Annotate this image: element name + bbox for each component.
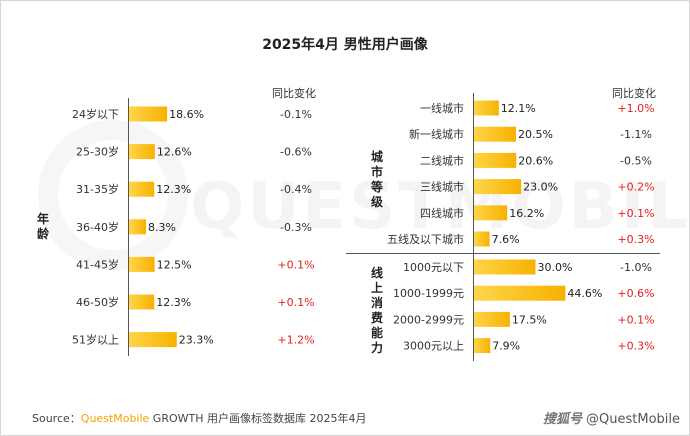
change-label: +0.3% — [617, 233, 654, 246]
change-label: -0.1% — [280, 108, 312, 121]
change-label: +0.6% — [617, 287, 654, 300]
bar — [129, 332, 177, 348]
change-label: +1.2% — [277, 334, 314, 347]
value-label: 18.6% — [169, 108, 204, 121]
change-label: -0.3% — [280, 221, 312, 234]
left-axis-line — [128, 98, 129, 356]
source-note: Source：QuestMobile GROWTH 用户画像标签数据库 2025… — [32, 410, 367, 426]
bar — [474, 100, 499, 116]
value-label: 12.6% — [157, 146, 192, 159]
change-label: +0.1% — [617, 313, 654, 326]
bar — [474, 311, 510, 327]
group-label-age: 年龄 — [36, 212, 49, 241]
value-label: 44.6% — [567, 287, 602, 300]
group-label-spending: 线上消费能力 — [370, 266, 383, 355]
value-label: 12.1% — [501, 102, 536, 115]
value-label: 7.6% — [492, 233, 520, 246]
value-label: 30.0% — [538, 261, 573, 274]
category-label: 25-30岁 — [76, 145, 119, 159]
change-label: -0.5% — [620, 154, 652, 167]
source-brand: QuestMobile — [80, 412, 150, 425]
bar — [474, 259, 536, 275]
value-label: 23.3% — [179, 334, 214, 347]
category-label: 46-50岁 — [76, 295, 119, 309]
footer-handle: @QuestMobile — [586, 412, 680, 427]
bar — [129, 219, 147, 235]
category-label: 1000-1999元 — [393, 287, 464, 300]
chart-title: 2025年4月 男性用户画像 — [262, 37, 428, 53]
category-label: 31-35岁 — [76, 182, 119, 196]
bar — [474, 179, 522, 195]
value-label: 12.5% — [157, 258, 192, 271]
bar — [474, 205, 508, 221]
category-label: 24岁以下 — [72, 107, 119, 121]
category-label: 36-40岁 — [76, 220, 119, 234]
value-label: 7.9% — [492, 340, 520, 353]
bar — [129, 106, 168, 122]
bar — [474, 285, 566, 301]
category-label: 51岁以上 — [72, 333, 119, 347]
right-change-header: 同比变化 — [612, 87, 656, 100]
bar — [129, 256, 155, 272]
category-label: 新一线城市 — [409, 127, 464, 141]
value-label: 23.0% — [523, 181, 558, 194]
value-label: 16.2% — [509, 207, 544, 220]
category-label: 一线城市 — [420, 101, 464, 115]
category-label: 41-45岁 — [76, 257, 119, 271]
change-label: +0.1% — [617, 207, 654, 220]
source-text: GROWTH 用户画像标签数据库 2025年4月 — [149, 412, 367, 425]
right-group-separator — [346, 253, 660, 254]
value-label: 20.6% — [518, 154, 553, 167]
value-label: 12.3% — [156, 296, 191, 309]
change-label: -1.0% — [620, 261, 652, 274]
bar — [474, 338, 491, 354]
bar — [474, 231, 490, 247]
right-axis-line — [473, 93, 474, 361]
change-label: +0.3% — [617, 340, 654, 353]
change-label: +0.1% — [277, 296, 314, 309]
value-label: 20.5% — [518, 128, 553, 141]
category-label: 2000-2999元 — [393, 313, 464, 326]
change-label: +0.1% — [277, 258, 314, 271]
category-label: 五线及以下城市 — [387, 232, 464, 246]
bar — [474, 152, 517, 168]
change-label: -0.4% — [280, 183, 312, 196]
category-label: 3000元以上 — [403, 340, 464, 353]
value-label: 12.3% — [156, 183, 191, 196]
source-prefix: Source： — [32, 412, 81, 425]
footer-platform: 搜狐号 — [543, 412, 583, 427]
bar — [129, 294, 155, 310]
bar — [129, 181, 155, 197]
left-change-header: 同比变化 — [272, 87, 316, 100]
change-label: +0.2% — [617, 181, 654, 194]
value-label: 17.5% — [512, 313, 547, 326]
bar — [474, 126, 517, 142]
footer-watermark: 搜狐号 @QuestMobile — [543, 408, 680, 427]
watermark-text: QUESTMOBILE — [190, 170, 690, 244]
category-label: 1000元以下 — [403, 261, 464, 274]
change-label: -1.1% — [620, 128, 652, 141]
category-label: 四线城市 — [420, 206, 464, 220]
category-label: 二线城市 — [420, 153, 464, 167]
category-label: 三线城市 — [420, 180, 464, 194]
group-label-city-tier: 城市等级 — [370, 150, 383, 209]
change-label: +1.0% — [617, 102, 654, 115]
change-label: -0.6% — [280, 146, 312, 159]
bar — [129, 144, 155, 160]
value-label: 8.3% — [148, 221, 176, 234]
